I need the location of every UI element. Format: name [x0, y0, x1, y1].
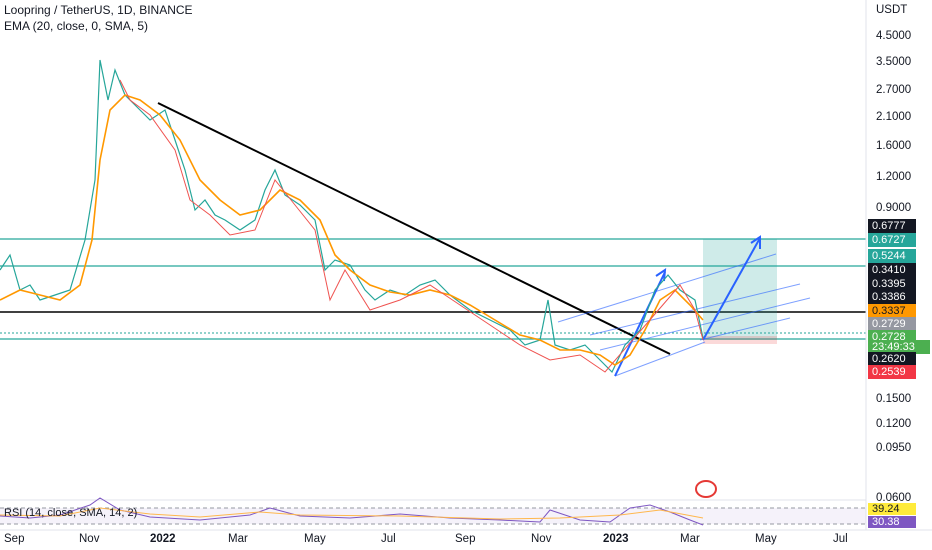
price-axis-label: 4.5000 — [876, 30, 912, 42]
price-tag: 0.6777 — [868, 219, 916, 233]
price-tag: 0.3410 — [868, 263, 916, 277]
price-axis-label: 0.1200 — [876, 418, 912, 430]
price-tag: 0.3386 — [868, 290, 916, 304]
rsi-legend[interactable]: RSI (14, close, SMA, 14, 2) — [4, 507, 138, 519]
symbol-title[interactable]: Loopring / TetherUS, 1D, BINANCE — [4, 3, 193, 17]
price-tag: 0.6727 — [868, 233, 916, 247]
time-axis-label: Sep — [455, 533, 476, 545]
downtrend-line — [157, 102, 671, 355]
time-axis-label: Nov — [79, 533, 100, 545]
ema-legend[interactable]: EMA (20, close, 0, SMA, 5) — [4, 19, 149, 33]
price-axis-label: 1.2000 — [876, 171, 912, 183]
price-axis-label: 0.0950 — [876, 442, 912, 454]
time-axis-label: Sep — [4, 533, 25, 545]
price-axis-label: 3.5000 — [876, 56, 912, 68]
rsi-ma-value-tag: 30.38 — [868, 516, 916, 528]
price-axis-label: 1.6000 — [876, 140, 912, 152]
us-flag-event-icon[interactable] — [695, 480, 717, 498]
time-axis-label: 2023 — [603, 533, 629, 545]
rsi-band — [0, 508, 866, 524]
price-tag: 0.2620 — [868, 352, 916, 366]
currency-label: USDT — [876, 4, 908, 16]
price-tag: 0.3337 — [868, 304, 916, 318]
price-axis-label: 0.0600 — [876, 492, 912, 504]
time-axis-label: May — [755, 533, 777, 545]
price-candles-path — [0, 59, 704, 374]
price-axis-label: 0.1500 — [876, 393, 912, 405]
price-axis-label: 2.7000 — [876, 84, 912, 96]
price-axis-label: 2.1000 — [876, 111, 912, 123]
time-axis-label: Jul — [833, 533, 848, 545]
long-position-target-zone — [703, 239, 777, 340]
time-axis-label: Mar — [228, 533, 248, 545]
price-tag: 0.3395 — [868, 277, 916, 291]
price-tag: 0.2539 — [868, 365, 916, 379]
time-axis-label: May — [304, 533, 326, 545]
price-tag: 0.5244 — [868, 249, 916, 263]
ema-line — [0, 94, 704, 366]
price-axis-label: 0.9000 — [876, 202, 912, 214]
price-down-overlay — [119, 79, 704, 373]
price-tag-countdown: 23:49:33 — [868, 340, 930, 354]
price-tag: 0.2729 — [868, 317, 916, 331]
time-axis-label: Mar — [680, 533, 700, 545]
time-axis-label: Jul — [381, 533, 396, 545]
time-axis-label: 2022 — [150, 533, 176, 545]
long-position-stop-zone — [703, 336, 777, 344]
rsi-value-tag: 39.24 — [868, 503, 916, 515]
time-axis-label: Nov — [531, 533, 552, 545]
rsi-ma-line — [0, 507, 704, 520]
